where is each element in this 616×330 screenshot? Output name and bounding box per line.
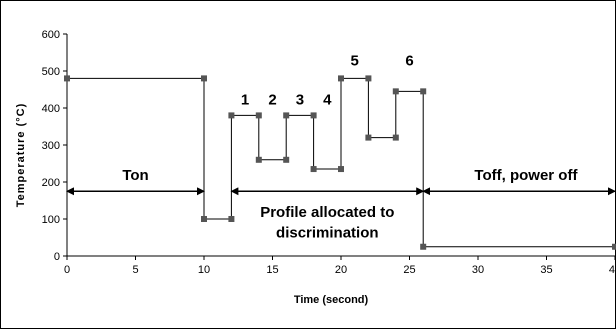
data-point: [365, 75, 372, 82]
x-tick-label: 40: [609, 264, 616, 276]
x-tick-label: 35: [540, 264, 552, 276]
data-point: [420, 243, 427, 250]
y-tick-label: 600: [42, 29, 60, 41]
x-tick-label: 25: [403, 264, 415, 276]
data-point: [255, 156, 262, 163]
step-label: 6: [405, 52, 413, 69]
data-point: [392, 134, 399, 141]
step-label: 5: [351, 52, 359, 69]
x-tick-label: 10: [198, 264, 210, 276]
annotation-label: Profile allocated to: [260, 204, 394, 221]
step-label: 2: [268, 91, 276, 108]
data-point: [64, 75, 70, 82]
data-point: [310, 112, 317, 119]
data-point: [283, 156, 290, 163]
annotation-label: Toff, power off: [474, 167, 578, 184]
data-point: [338, 75, 344, 82]
data-point: [612, 243, 616, 250]
step-label: 1: [241, 91, 249, 108]
data-point: [420, 88, 427, 95]
data-point: [255, 112, 262, 119]
annotation-label: discrimination: [276, 225, 379, 242]
data-point: [338, 166, 344, 173]
y-tick-label: 100: [42, 214, 60, 226]
step-label: 4: [323, 91, 332, 108]
series-group: [64, 75, 616, 250]
y-axis-title: Temperature (°C): [15, 103, 27, 208]
axes: [63, 33, 616, 260]
data-point: [392, 88, 399, 95]
annotation-label: Ton: [122, 167, 148, 184]
tick-labels: 01002003004005006000510152025303540: [42, 29, 616, 276]
data-point: [228, 112, 235, 119]
x-tick-label: 5: [132, 264, 138, 276]
y-tick-label: 400: [42, 103, 60, 115]
series-line: [67, 77, 615, 248]
y-tick-label: 0: [54, 251, 60, 263]
x-tick-label: 15: [266, 264, 278, 276]
data-point: [365, 134, 372, 141]
y-tick-label: 300: [42, 140, 60, 152]
x-tick-label: 20: [335, 264, 347, 276]
data-point: [201, 75, 207, 82]
step-label: 3: [296, 91, 304, 108]
data-point: [228, 216, 235, 222]
x-axis-title: Time (second): [294, 294, 369, 306]
data-point: [310, 166, 317, 173]
data-point: [201, 216, 207, 222]
annotation-labels: 1 2 3 4 5 6 Ton Profile allocated to discriminat…: [122, 52, 578, 241]
y-tick-label: 200: [42, 177, 60, 189]
x-tick-label: 30: [472, 264, 484, 276]
y-tick-label: 500: [42, 66, 60, 78]
data-point: [283, 112, 290, 119]
x-tick-label: 0: [64, 264, 70, 276]
